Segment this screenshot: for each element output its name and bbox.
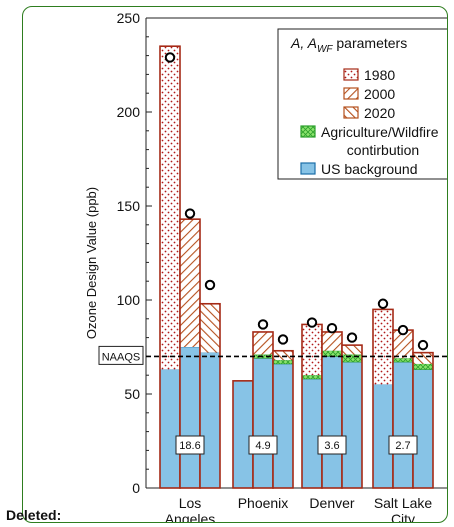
legend-swatch-2000 bbox=[343, 87, 359, 100]
bar-us-background bbox=[272, 363, 294, 489]
observed-marker bbox=[277, 334, 289, 345]
bar-anthro-segment-2000 bbox=[253, 331, 273, 355]
observed-marker bbox=[164, 52, 176, 63]
y-tick-label: 100 bbox=[117, 292, 141, 308]
bar-outline bbox=[412, 351, 434, 489]
observed-marker bbox=[184, 208, 196, 219]
ozone-bar-chart: 0 50 100 150 200 250 Ozone Design Value (ppb)N… bbox=[84, 10, 447, 522]
legend-swatch-1980 bbox=[343, 68, 359, 81]
emission-box bbox=[317, 435, 347, 455]
legend-swatch-agri bbox=[300, 125, 316, 138]
bar-anthro-segment-2020 bbox=[342, 345, 362, 355]
y-tick-label: 200 bbox=[117, 104, 141, 120]
x-tick-label: Phoenix bbox=[238, 495, 289, 511]
bar-us-background bbox=[412, 369, 434, 489]
bar-agri-segment bbox=[412, 363, 434, 370]
y-tick-label: 50 bbox=[124, 386, 140, 402]
naaqs-label-box bbox=[98, 345, 144, 365]
legend-label-agri-line2: contirbution bbox=[347, 142, 419, 158]
legend-swatch-bg bbox=[300, 162, 316, 175]
bar-anthro-segment-2000 bbox=[393, 330, 413, 359]
bar-us-background bbox=[252, 357, 274, 489]
legend-label-2000: 2000 bbox=[364, 86, 395, 102]
emission-box-label: 3.6 bbox=[324, 440, 339, 452]
bar-anthro-segment-2000 bbox=[180, 219, 200, 347]
naaqs-label: NAAQS bbox=[102, 351, 141, 363]
bar-agri-segment bbox=[301, 374, 323, 380]
x-tick-label: Denver bbox=[309, 495, 354, 511]
x-tick-label-line2: City bbox=[391, 511, 415, 522]
observed-marker bbox=[377, 298, 389, 309]
observed-marker bbox=[346, 332, 358, 343]
legend-label-agri: Agriculture/Wildfire bbox=[321, 124, 439, 140]
bar-us-background bbox=[232, 380, 254, 489]
emission-box bbox=[388, 435, 418, 455]
bar-us-background bbox=[392, 361, 414, 489]
bar-us-background bbox=[301, 378, 323, 489]
bar-us-background bbox=[321, 356, 343, 489]
bar-agri-segment bbox=[321, 350, 343, 357]
figure-panel: 0 50 100 150 200 250 Ozone Design Value (ppb) N… bbox=[22, 6, 448, 523]
legend-title: A, AWF parameters bbox=[290, 35, 407, 55]
emission-box-label: 18.6 bbox=[179, 440, 200, 452]
observed-marker bbox=[397, 324, 409, 336]
bar-us-background bbox=[199, 352, 221, 489]
bar-anthro-segment-1980 bbox=[373, 309, 393, 385]
bar-outline bbox=[272, 349, 294, 489]
observed-marker bbox=[306, 317, 318, 328]
x-tick-label-line2: Angeles bbox=[165, 511, 216, 522]
emission-box-label: 2.7 bbox=[395, 440, 410, 452]
observed-marker bbox=[326, 323, 338, 334]
observed-marker bbox=[257, 319, 269, 330]
x-tick-label: Salt Lake bbox=[374, 495, 433, 511]
bar-anthro-segment-2020 bbox=[200, 303, 220, 353]
legend-label-2020: 2020 bbox=[364, 105, 395, 121]
legend-box bbox=[277, 28, 447, 180]
bar-anthro-segment-2000 bbox=[322, 331, 342, 351]
legend-label-1980: 1980 bbox=[364, 67, 395, 83]
y-tick-label: 0 bbox=[132, 480, 140, 496]
bar-outline bbox=[341, 344, 363, 489]
x-tick-label: Los bbox=[179, 495, 202, 511]
emission-box bbox=[175, 435, 205, 455]
legend-swatch-2020 bbox=[343, 106, 359, 119]
bar-anthro-segment-1980 bbox=[160, 46, 180, 370]
bar-outline bbox=[199, 302, 221, 489]
bar-anthro-segment-1980 bbox=[302, 324, 322, 376]
bar-agri-segment bbox=[272, 359, 294, 365]
y-tick-label: 250 bbox=[117, 10, 141, 26]
emission-box bbox=[248, 435, 278, 455]
bar-us-background bbox=[341, 361, 363, 489]
deleted-revision-label: Deleted: bbox=[6, 507, 62, 523]
bar-us-background bbox=[159, 369, 181, 489]
observed-marker bbox=[204, 279, 216, 291]
legend-label-bg: US background bbox=[321, 161, 418, 177]
bar-us-background bbox=[179, 346, 201, 489]
emission-box-label: 4.9 bbox=[255, 440, 270, 452]
bar-anthro-segment-2020 bbox=[413, 352, 433, 364]
y-tick-label: 150 bbox=[117, 198, 141, 214]
observed-marker bbox=[417, 339, 429, 351]
bar-anthro-segment-2020 bbox=[273, 350, 293, 361]
y-axis-label: Ozone Design Value (ppb) bbox=[84, 187, 99, 339]
bar-agri-segment bbox=[392, 357, 414, 363]
